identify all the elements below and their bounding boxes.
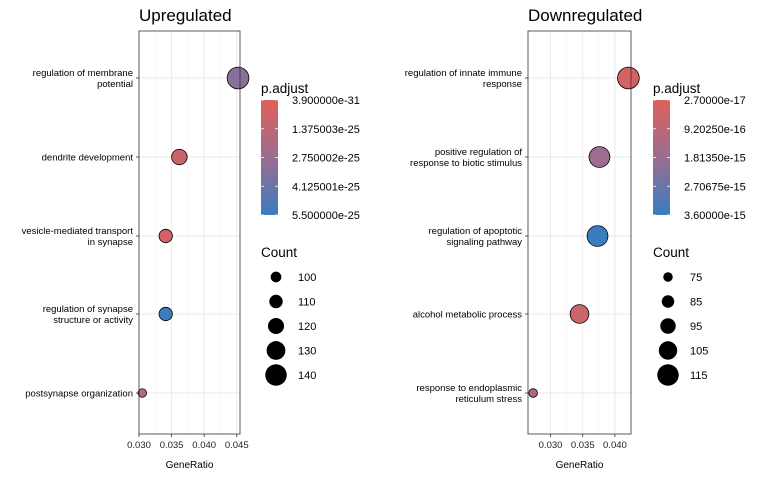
- color-legend-label: 5.500000e-25: [292, 210, 360, 222]
- x-tick-label: 0.040: [192, 440, 216, 451]
- x-tick-label: 0.035: [160, 440, 184, 451]
- panel-downregulated: Downregulated regulation of innate immune…: [405, 6, 746, 471]
- size-legend-key: [657, 364, 679, 386]
- size-legend-key: [269, 294, 283, 309]
- x-axis-title: GeneRatio: [166, 460, 214, 471]
- y-tick-label: response to endoplasmic reticulum stress: [416, 383, 522, 405]
- color-legend-label: 2.70675e-15: [684, 181, 746, 193]
- data-point: [226, 66, 250, 90]
- size-legend-label: 100: [298, 272, 316, 284]
- plot-area: [139, 31, 240, 434]
- size-legend-key: [265, 364, 287, 386]
- size-legend-key: [266, 341, 286, 360]
- size-legend-label: 140: [298, 370, 316, 382]
- size-legend-label: 115: [690, 370, 708, 382]
- size-legend-label: 110: [298, 297, 316, 309]
- color-legend-title: p.adjust: [261, 81, 309, 96]
- y-tick-label: regulation of synapse structure or activi…: [43, 304, 134, 326]
- panel-upregulated: Upregulated regulation of membrane potenti…: [22, 6, 360, 471]
- color-legend-label: 3.60000e-15: [684, 210, 746, 222]
- data-point: [569, 304, 590, 324]
- color-legend-title: p.adjust: [653, 81, 701, 96]
- x-tick-label: 0.035: [571, 440, 595, 451]
- size-legend-key: [270, 271, 282, 283]
- x-tick-label: 0.040: [603, 440, 627, 451]
- size-legend-label: 85: [690, 297, 702, 309]
- chart-title: Upregulated: [139, 6, 232, 25]
- size-legend-key: [663, 272, 673, 282]
- color-legend-label: 2.750002e-25: [292, 153, 360, 165]
- size-legend-label: 130: [298, 346, 316, 358]
- color-legend-label: 9.20250e-16: [684, 124, 746, 136]
- x-tick-label: 0.045: [225, 440, 249, 451]
- color-legend-label: 2.70000e-17: [684, 95, 746, 107]
- data-point: [528, 388, 538, 398]
- data-point: [588, 146, 611, 168]
- y-tick-label: positive regulation of response to biotic…: [410, 147, 522, 169]
- y-tick-label: regulation of apoptotic signaling pathway: [429, 226, 523, 248]
- size-legend-label: 105: [690, 346, 708, 358]
- plot-border: [138, 30, 241, 435]
- x-tick-label: 0.030: [539, 440, 563, 451]
- size-legend-title: Count: [653, 245, 689, 260]
- y-tick-label: vesicle-mediated transport in synapse: [22, 226, 134, 248]
- data-point: [158, 228, 173, 244]
- y-tick-label: regulation of innate immune response: [405, 68, 522, 90]
- plot-area: [528, 31, 631, 434]
- plot-border: [527, 30, 632, 435]
- size-legend-label: 95: [690, 321, 702, 333]
- data-point: [171, 148, 188, 166]
- color-legend-label: 3.900000e-31: [292, 95, 360, 107]
- size-legend-key: [660, 318, 676, 334]
- x-axis-title: GeneRatio: [556, 460, 604, 471]
- size-legend-key: [661, 295, 675, 308]
- size-legend-label: 120: [298, 321, 316, 333]
- y-tick-label: regulation of membrane potential: [33, 68, 133, 90]
- x-tick-label: 0.030: [127, 440, 151, 451]
- size-legend-key: [658, 341, 678, 360]
- data-point: [158, 306, 173, 322]
- y-tick-label: alcohol metabolic process: [413, 310, 523, 321]
- size-legend-key: [267, 317, 285, 335]
- size-legend-label: 75: [690, 272, 702, 284]
- color-legend-label: 1.81350e-15: [684, 153, 746, 165]
- color-scale-bar: [653, 100, 670, 215]
- y-tick-label: dendrite development: [42, 153, 134, 164]
- chart-title: Downregulated: [528, 6, 642, 25]
- size-legend-title: Count: [261, 245, 297, 260]
- data-point: [617, 66, 640, 90]
- data-point: [586, 225, 609, 247]
- color-legend-label: 4.125001e-25: [292, 181, 360, 193]
- color-scale-bar: [261, 100, 278, 215]
- y-tick-label: postsynapse organization: [25, 389, 133, 400]
- color-legend-label: 1.375003e-25: [292, 124, 360, 136]
